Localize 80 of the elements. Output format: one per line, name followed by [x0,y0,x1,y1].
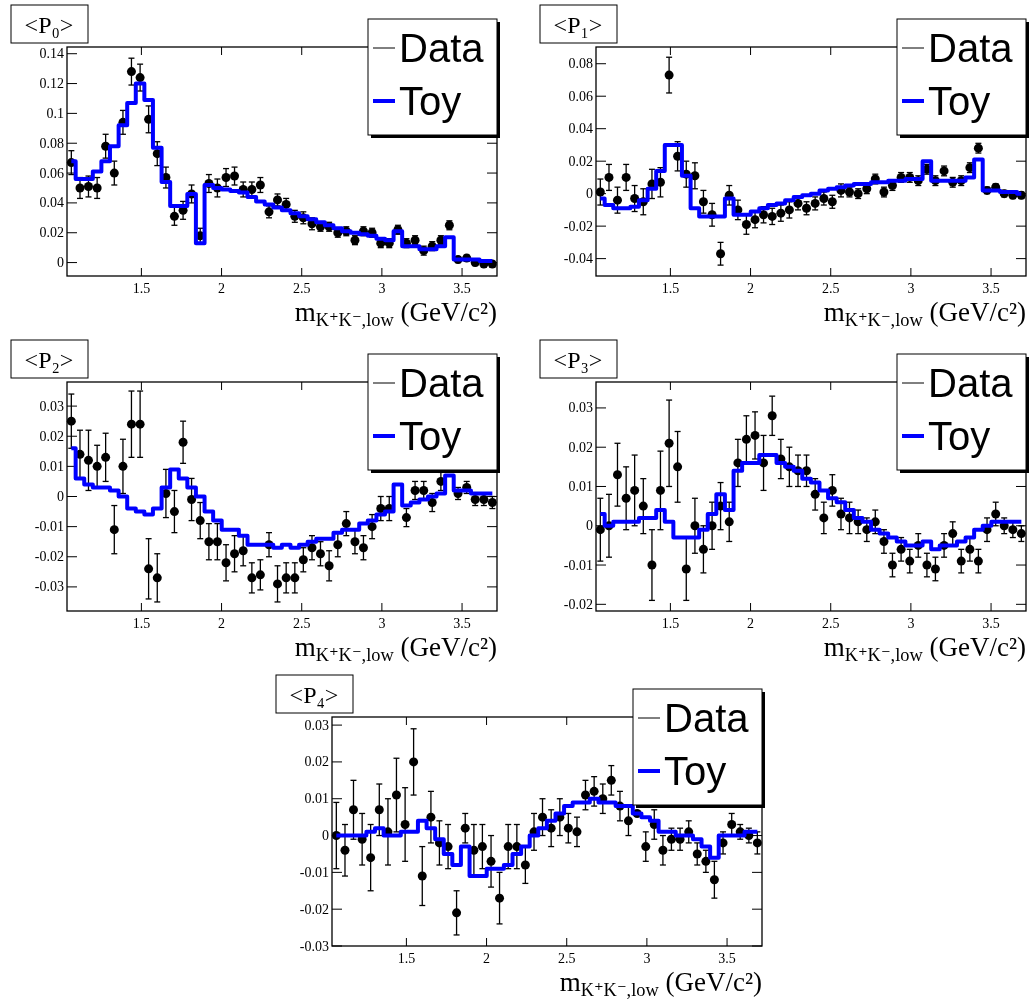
x-tick-label: 1.5 [661,281,680,296]
legend-label: Toy [399,79,462,123]
x-tick-label: 2.5 [557,951,576,966]
x-tick-label: 2 [483,951,491,966]
chart-title: <P₁> [553,12,603,38]
y-tick-label: -0.03 [299,938,329,954]
y-tick-label: 0.08 [568,56,593,72]
legend-label: Data [664,696,750,740]
y-tick-label: 0 [586,518,593,534]
y-tick-label: 0.02 [39,428,64,444]
chart-title: <P₀> [24,12,74,38]
x-tick-label: 3 [378,616,386,631]
chart-title: <P₂> [24,347,74,373]
x-tick-label: 3.5 [982,281,1000,296]
x-tick-label: 1.5 [661,616,680,631]
legend-label: Toy [928,414,991,458]
y-tick-label: 0.03 [39,398,64,414]
y-tick-label: 0.06 [39,165,64,181]
y-tick-label: 0.04 [568,121,593,137]
y-tick-label: 0.08 [39,135,64,151]
x-tick-label: 3.5 [982,616,1000,631]
x-tick-label: 1.5 [132,616,151,631]
x-tick-label: 2 [747,616,755,631]
x-tick-label: 3.5 [718,951,736,966]
y-tick-label: 0.01 [304,791,329,807]
y-tick-label: 0.03 [568,400,593,416]
y-tick-label: 0.01 [568,478,593,494]
x-tick-label: 2.5 [292,281,311,296]
y-tick-label: 0.12 [39,76,64,92]
y-tick-label: 0 [586,186,593,202]
x-tick-label: 3.5 [453,616,471,631]
chart-title: <P₄> [289,682,339,708]
y-tick-label: 0.02 [568,153,593,169]
x-tick-label: 3 [643,951,651,966]
y-tick-label: 0.03 [304,717,329,733]
y-tick-label: -0.04 [563,251,593,267]
y-tick-label: 0.14 [39,46,64,62]
y-tick-label: -0.02 [34,549,64,565]
x-tick-label: 2.5 [821,281,840,296]
chart-title: <P₃> [553,347,603,373]
y-tick-label: -0.01 [34,519,64,535]
x-tick-label: 3 [907,281,915,296]
y-tick-label: 0.02 [39,225,64,241]
y-tick-label: -0.02 [563,596,593,612]
y-tick-label: 0 [57,489,64,504]
x-axis-title: m$_{K⁺K⁻,low}$ (GeV/c²) [823,297,1026,331]
x-tick-label: 1.5 [132,281,151,296]
legend-label: Toy [928,79,991,123]
legend-label: Data [928,26,1014,70]
y-tick-label: -0.03 [34,579,64,595]
y-tick-label: 0.04 [39,195,64,211]
legend-label: Data [399,26,485,70]
y-tick-label: 0 [322,828,329,844]
x-axis-title: m$_{K⁺K⁻,low}$ (GeV/c²) [294,297,497,331]
y-tick-label: -0.02 [563,218,593,234]
y-tick-label: 0.02 [568,439,593,455]
x-axis-title: m$_{K⁺K⁻,low}$ (GeV/c²) [294,632,497,666]
x-tick-label: 2.5 [292,616,311,631]
legend-label: Toy [664,749,727,793]
x-tick-label: 2 [218,281,226,296]
y-tick-label: -0.01 [299,864,329,880]
x-axis-title: m$_{K⁺K⁻,low}$ (GeV/c²) [823,632,1026,666]
x-tick-label: 3.5 [453,281,471,296]
x-axis-title: m$_{K⁺K⁻,low}$ (GeV/c²) [559,967,762,1001]
y-tick-label: 0 [57,255,64,271]
y-tick-label: 0.1 [46,105,64,121]
x-tick-label: 3 [907,616,915,631]
x-tick-label: 1.5 [397,951,416,966]
y-tick-label: -0.02 [299,901,329,917]
y-tick-label: 0.01 [39,458,64,474]
y-tick-label: 0.06 [568,88,593,104]
x-tick-label: 2.5 [821,616,840,631]
y-tick-label: -0.01 [563,557,593,573]
x-tick-label: 2 [747,281,755,296]
legend-label: Toy [399,414,462,458]
legend-label: Data [399,361,485,405]
legend-label: Data [928,361,1014,405]
x-tick-label: 3 [378,281,386,296]
x-tick-label: 2 [218,616,226,631]
y-tick-label: 0.02 [304,754,329,770]
